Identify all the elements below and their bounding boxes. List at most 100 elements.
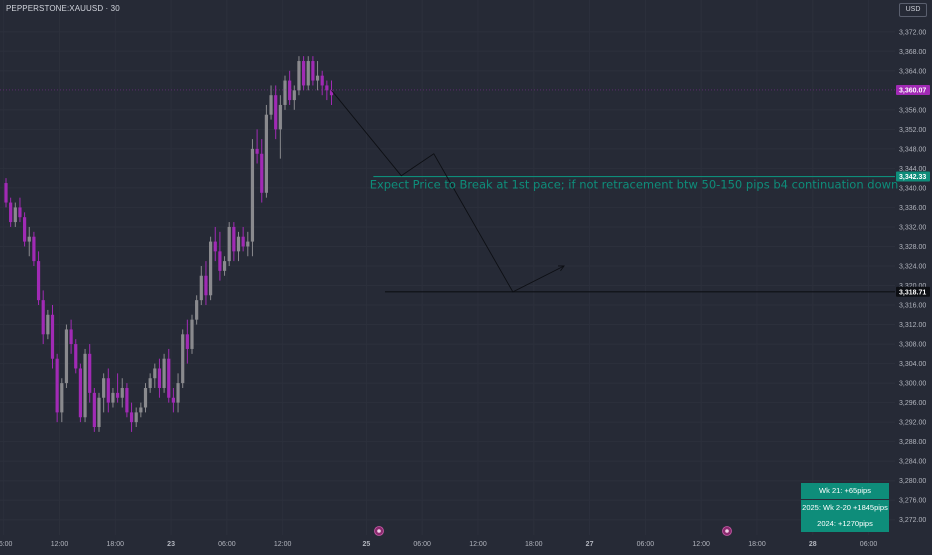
candle-body xyxy=(246,241,250,247)
candle-body xyxy=(297,61,301,91)
price-tick-label: 3,344.00 xyxy=(899,166,926,173)
candle-body xyxy=(241,236,245,247)
candle-body xyxy=(227,226,231,262)
candle-body xyxy=(23,217,27,242)
price-tick-label: 3,276.00 xyxy=(899,498,926,505)
event-icon-dot xyxy=(377,529,381,533)
candle-body xyxy=(181,334,185,384)
candle-body xyxy=(88,353,92,393)
price-tick-label: 3,308.00 xyxy=(899,342,926,349)
price-tick-label: 3,288.00 xyxy=(899,439,926,446)
candle-body xyxy=(134,412,138,423)
price-tick-label: 3,368.00 xyxy=(899,49,926,56)
time-tick-label: 18:00 xyxy=(525,541,543,548)
price-tag-label: 3,318.71 xyxy=(899,289,926,296)
time-tick-label: 12:00 xyxy=(274,541,292,548)
candle-body xyxy=(78,368,82,418)
time-tick-label: 28 xyxy=(809,541,817,548)
candle-body xyxy=(143,387,148,408)
candle-body xyxy=(162,358,166,388)
price-tick-label: 3,328.00 xyxy=(899,244,926,251)
candle-body xyxy=(278,104,282,130)
candle-body xyxy=(204,275,208,296)
candle-body xyxy=(74,344,78,369)
price-tick-label: 3,272.00 xyxy=(899,517,926,524)
price-tick-label: 3,316.00 xyxy=(899,303,926,310)
price-tag xyxy=(896,286,930,297)
candle-body xyxy=(13,207,17,223)
candle-body xyxy=(157,368,162,388)
price-tag-label: 3,342.33 xyxy=(899,174,926,181)
candle-body xyxy=(106,378,110,403)
candle-body xyxy=(311,61,315,81)
candle-body xyxy=(69,329,73,345)
price-tick-label: 3,352.00 xyxy=(899,127,926,134)
candle-body xyxy=(9,202,13,223)
candle-body xyxy=(325,85,329,91)
candle-body xyxy=(209,241,213,296)
candle-body xyxy=(92,392,96,428)
event-icon[interactable] xyxy=(374,526,384,536)
price-tick-label: 3,304.00 xyxy=(899,361,926,368)
time-tick-label: 06:00 xyxy=(218,541,236,548)
candle-body xyxy=(64,329,69,384)
candle-body xyxy=(111,392,115,403)
levels xyxy=(0,89,895,293)
stat-week: Wk 21: +65pips xyxy=(801,483,889,499)
candle-body xyxy=(250,148,255,242)
candle-body xyxy=(83,353,87,418)
price-tick-label: 3,284.00 xyxy=(899,459,926,466)
projection-path xyxy=(331,90,565,293)
price-tick-label: 3,296.00 xyxy=(899,400,926,407)
candle-body xyxy=(264,114,268,193)
price-tick-label: 3,336.00 xyxy=(899,205,926,212)
stat-2025: 2025: Wk 2-20 +1845pips xyxy=(801,500,889,516)
time-tick-label: 06:00 xyxy=(637,541,655,548)
candle-body xyxy=(55,358,59,413)
candle-body xyxy=(50,314,55,359)
price-tick-label: 3,340.00 xyxy=(899,185,926,192)
candle-body xyxy=(97,397,101,428)
candle-body xyxy=(102,378,106,398)
candle-body xyxy=(46,314,50,335)
candle-body xyxy=(41,300,45,335)
price-tick-label: 3,320.00 xyxy=(899,283,926,290)
price-axis: 3,372.00 3,368.00 3,364.00 3,356.00 3,352.00… xyxy=(896,29,930,524)
candle-body xyxy=(60,383,64,413)
candle-body xyxy=(260,153,264,193)
time-tick-label: 06:00 xyxy=(413,541,431,548)
candle-body xyxy=(18,207,22,218)
candle-body xyxy=(274,95,278,130)
price-tick-label: 3,348.00 xyxy=(899,146,926,153)
candle-body xyxy=(329,90,334,96)
chart-grid xyxy=(0,0,895,535)
drawings: Expect Price to Break at 1st pace; if no… xyxy=(331,90,898,293)
stat-2024: 2024: +1270pips xyxy=(801,516,889,532)
price-tag-label: 3,360.07 xyxy=(899,87,926,94)
time-tick-label: 18:00 xyxy=(748,541,766,548)
candle-body xyxy=(288,80,292,101)
candle-body xyxy=(213,241,217,252)
candle-body xyxy=(232,226,236,252)
candle-body xyxy=(120,387,124,398)
time-tick-label: 06:00 xyxy=(0,541,13,548)
candle-body xyxy=(171,397,175,403)
candle-body xyxy=(176,383,180,403)
candle-body xyxy=(222,261,227,271)
time-tick-label: 12:00 xyxy=(692,541,710,548)
candle-body xyxy=(36,261,41,301)
candle-body xyxy=(292,90,296,101)
candle-body xyxy=(116,392,120,398)
flag-icon[interactable] xyxy=(722,526,732,536)
price-tick-label: 3,280.00 xyxy=(899,478,926,485)
candle-body xyxy=(199,275,203,301)
candle-body xyxy=(190,319,194,349)
time-tick-label: 23 xyxy=(167,541,175,548)
candle-body xyxy=(167,358,171,398)
time-tick-label: 25 xyxy=(362,541,370,548)
price-tick-label: 3,324.00 xyxy=(899,263,926,270)
currency-button[interactable]: USD xyxy=(899,3,927,17)
candle-body xyxy=(195,300,199,320)
